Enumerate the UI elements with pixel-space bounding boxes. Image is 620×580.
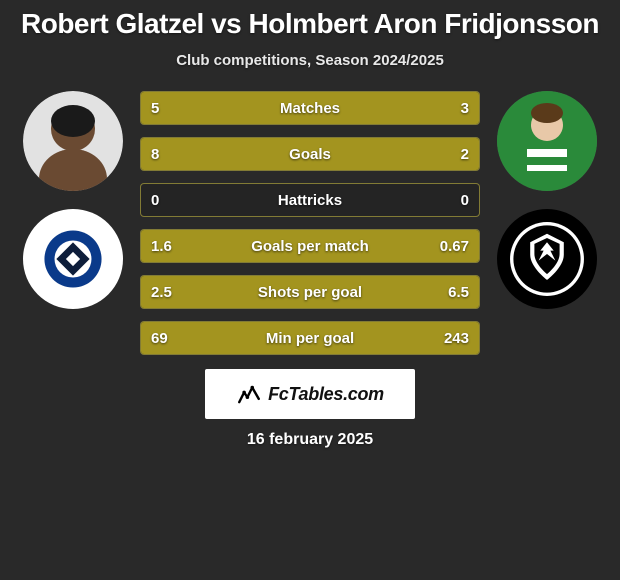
comparison-subtitle: Club competitions, Season 2024/2025 <box>10 52 610 69</box>
club-left-badge <box>23 209 123 309</box>
stat-bar: 82Goals <box>140 137 480 171</box>
right-player-column <box>492 87 602 309</box>
player-right-avatar <box>497 91 597 191</box>
player-left-avatar <box>23 91 123 191</box>
stat-bar: 69243Min per goal <box>140 321 480 355</box>
stat-bar: 2.56.5Shots per goal <box>140 275 480 309</box>
stat-bar: 1.60.67Goals per match <box>140 229 480 263</box>
footer: FcTables.com 16 february 2025 <box>10 369 610 449</box>
stat-label: Shots per goal <box>141 284 479 301</box>
club-right-badge <box>497 209 597 309</box>
stat-label: Hattricks <box>141 192 479 209</box>
comparison-title: Robert Glatzel vs Holmbert Aron Fridjons… <box>10 8 610 40</box>
brand-logo-icon <box>236 381 262 407</box>
stat-bar: 00Hattricks <box>140 183 480 217</box>
brand-text: FcTables.com <box>268 384 384 405</box>
brand-box: FcTables.com <box>205 369 415 419</box>
stat-label: Goals per match <box>141 238 479 255</box>
left-player-column <box>18 87 128 309</box>
stats-column: 53Matches 82Goals 00Hattricks 1.60.67Goals … <box>140 87 480 355</box>
stat-label: Matches <box>141 100 479 117</box>
comparison-body: 53Matches 82Goals 00Hattricks 1.60.67Goals … <box>10 87 610 355</box>
stat-bar: 53Matches <box>140 91 480 125</box>
comparison-date: 16 february 2025 <box>247 431 373 449</box>
stat-label: Goals <box>141 146 479 163</box>
stat-label: Min per goal <box>141 330 479 347</box>
